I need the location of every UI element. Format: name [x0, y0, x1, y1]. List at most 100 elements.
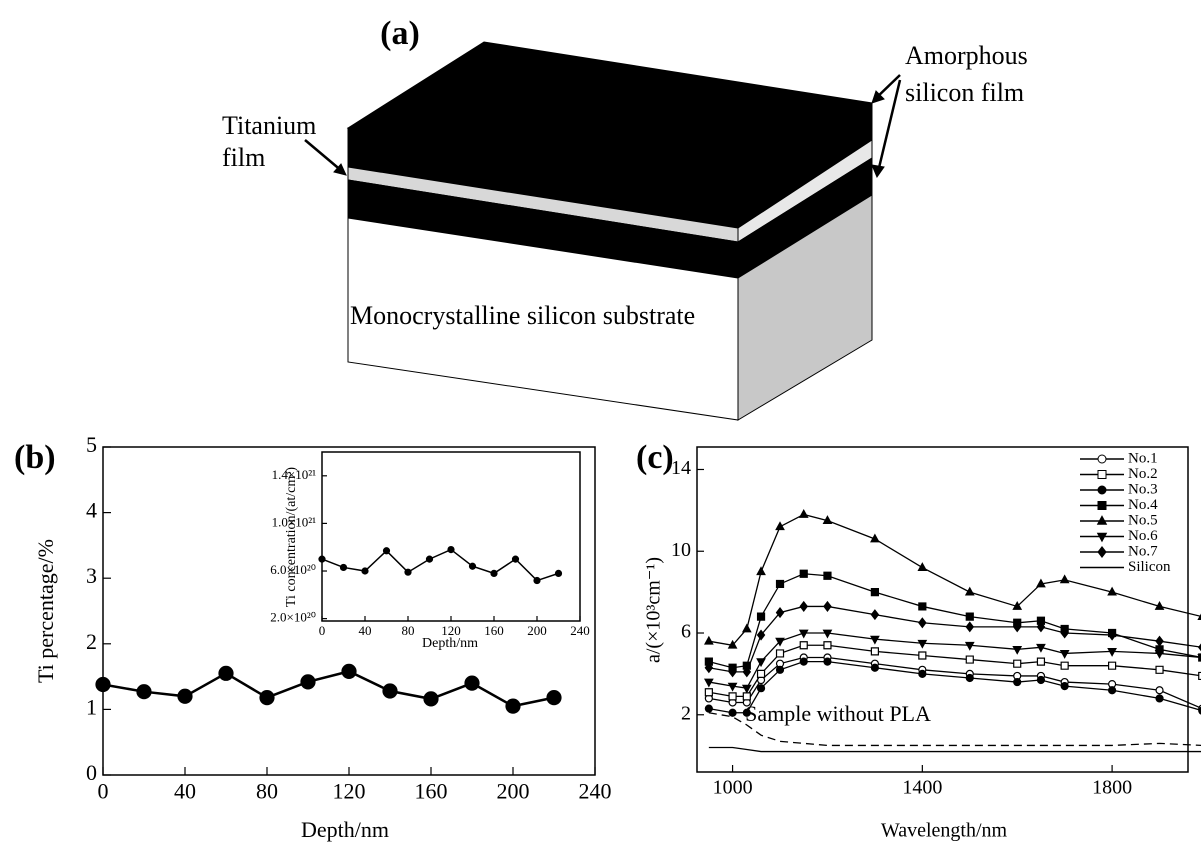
marker: [491, 570, 497, 576]
marker: [729, 709, 736, 716]
marker: [777, 580, 784, 587]
marker: [506, 699, 520, 713]
legend-label: No.5: [1128, 512, 1158, 528]
marker: [919, 603, 926, 610]
marker: [341, 564, 347, 570]
marker: [824, 642, 831, 649]
panel-label: (a): [380, 15, 420, 52]
page: (a) Amorphous silicon film Titanium film…: [0, 0, 1201, 844]
x-axis-label: Depth/nm: [301, 817, 389, 842]
x-tick-label: 200: [497, 779, 530, 804]
legend-marker: [1098, 455, 1106, 463]
marker: [1061, 662, 1068, 669]
marker: [556, 570, 562, 576]
legend-marker: [1098, 516, 1107, 524]
legend-label: No.1: [1128, 450, 1158, 466]
marker: [966, 613, 973, 620]
marker: [513, 556, 519, 562]
x-tick-label: 160: [415, 779, 448, 804]
x-tick-label: 200: [527, 623, 547, 638]
marker: [1037, 658, 1044, 665]
x-tick-label: 0: [319, 623, 326, 638]
x-tick-label: 40: [359, 623, 372, 638]
marker: [178, 689, 192, 703]
marker: [758, 685, 765, 692]
marker: [758, 670, 765, 677]
annotation: Sample without PLA: [745, 701, 931, 726]
marker: [800, 658, 807, 665]
marker: [1061, 683, 1068, 690]
y-tick-label: 6: [681, 621, 691, 643]
arrow: [305, 140, 343, 172]
marker: [547, 691, 561, 705]
marker: [427, 556, 433, 562]
marker: [800, 570, 807, 577]
panel-label: (b): [14, 439, 56, 476]
y-tick-label: 2: [86, 629, 97, 654]
marker: [362, 568, 368, 574]
marker: [918, 563, 926, 570]
marker: [1014, 660, 1021, 667]
marker: [800, 602, 807, 611]
y-tick-label: 2: [681, 702, 691, 724]
marker: [424, 692, 438, 706]
marker: [383, 684, 397, 698]
marker: [1109, 662, 1116, 669]
y-tick-label: 10: [671, 539, 691, 561]
marker: [729, 693, 736, 700]
marker: [1013, 647, 1021, 654]
legend-label: No.4: [1128, 497, 1158, 513]
marker: [1037, 677, 1044, 684]
marker: [966, 656, 973, 663]
diagram-label: Monocrystalline silicon substrate: [350, 301, 695, 330]
marker: [1061, 576, 1069, 583]
marker: [705, 689, 712, 696]
y-axis-label: a/(×10³cm⁻¹): [643, 557, 665, 663]
series-line: [709, 747, 1201, 751]
diagram: [305, 42, 900, 420]
inset-background: [322, 452, 580, 621]
legend-marker: [1098, 471, 1106, 479]
marker: [1156, 695, 1163, 702]
marker: [1156, 637, 1163, 646]
legend-label: No.7: [1128, 543, 1158, 559]
marker: [301, 675, 315, 689]
marker: [966, 622, 973, 631]
marker: [219, 666, 233, 680]
y-axis-label: Ti percentage/%: [33, 539, 58, 683]
marker: [966, 674, 973, 681]
marker: [705, 705, 712, 712]
y-tick-label: 2.0×10²⁰: [270, 610, 316, 625]
legend-marker: [1098, 533, 1107, 541]
marker: [824, 572, 831, 579]
marker: [1156, 687, 1163, 694]
marker: [777, 650, 784, 657]
marker: [1061, 651, 1069, 658]
marker: [871, 610, 878, 619]
x-tick-label: 80: [402, 623, 415, 638]
marker: [758, 613, 765, 620]
marker: [1156, 666, 1163, 673]
x-tick-label: 1400: [902, 777, 942, 799]
marker: [384, 548, 390, 554]
y-tick-label: 14: [671, 457, 691, 479]
y-tick-label: 3: [86, 563, 97, 588]
marker: [777, 666, 784, 673]
marker: [705, 637, 713, 644]
y-tick-label: 4: [86, 498, 97, 523]
marker: [319, 556, 325, 562]
series-line: [103, 671, 554, 706]
marker: [871, 664, 878, 671]
marker: [871, 648, 878, 655]
marker: [757, 567, 765, 574]
x-axis-label: Depth/nm: [422, 636, 478, 651]
marker: [919, 670, 926, 677]
marker: [342, 664, 356, 678]
marker: [448, 547, 454, 553]
marker: [405, 569, 411, 575]
legend-label: No.6: [1128, 528, 1158, 544]
marker: [137, 685, 151, 699]
marker: [824, 658, 831, 665]
marker: [1109, 687, 1116, 694]
x-tick-label: 80: [256, 779, 278, 804]
